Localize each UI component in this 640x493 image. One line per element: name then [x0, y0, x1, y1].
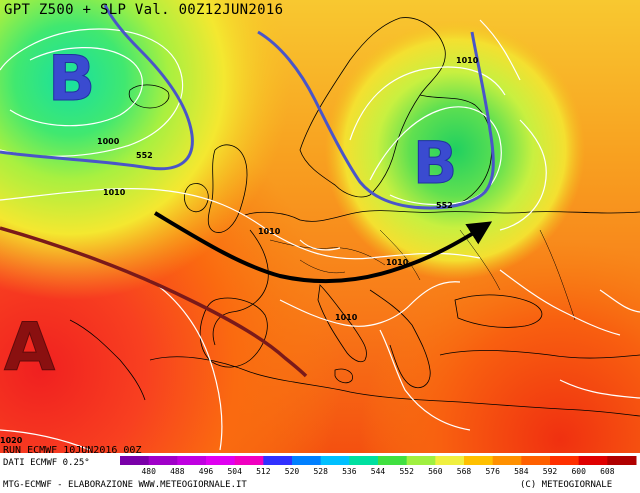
run-info: RUN ECMWF 10JUN2016 00Z [3, 445, 142, 456]
scale-swatch [521, 456, 551, 465]
scale-swatch [320, 456, 350, 465]
copyright: (C) METEOGIORNALE [520, 480, 613, 490]
scale-tick-label: 512 [256, 467, 271, 476]
scale-tick-label: 576 [485, 467, 500, 476]
scale-tick-label: 552 [399, 467, 414, 476]
scale-swatch [464, 456, 494, 465]
color-scale: 480 488 496 504 512 520 528 536 544 552 560 568 576 5… [120, 456, 637, 476]
scale-swatch [435, 456, 465, 465]
data-info: DATI ECMWF 0.25° [3, 458, 90, 468]
scale-tick-label: 568 [457, 467, 472, 476]
scale-tick-label: 520 [285, 467, 300, 476]
scale-swatch [120, 456, 150, 465]
field-low-ne [0, 0, 640, 453]
contour-label: 1010 [103, 188, 126, 197]
scale-tick-label: 488 [170, 467, 185, 476]
scale-swatch [578, 456, 608, 465]
scale-tick-label: 536 [342, 467, 357, 476]
scale-swatch [550, 456, 580, 465]
low-pressure-center-letter: B [413, 129, 457, 197]
contour-label: 1010 [335, 313, 358, 322]
scale-swatch [234, 456, 264, 465]
contour-label-group: 1010 1000 552 1010 1010 1010 552 1010 10… [0, 56, 479, 445]
contour-label: 1020 [0, 436, 23, 445]
scale-tick-label: 528 [313, 467, 328, 476]
scale-tick-label: 480 [141, 467, 156, 476]
scale-swatch [177, 456, 207, 465]
scale-swatch [206, 456, 236, 465]
scale-tick-label: 592 [543, 467, 558, 476]
isobars [0, 19, 640, 451]
scale-tick-label: 584 [514, 467, 529, 476]
scale-swatch [378, 456, 408, 465]
scale-tick-label: 544 [371, 467, 386, 476]
map-title: GPT Z500 + SLP Val. 00Z12JUN2016 [4, 2, 284, 18]
z500-552-lines [0, 4, 495, 210]
scale-tick-label: 608 [600, 467, 615, 476]
flow-arrow [153, 211, 493, 284]
scale-tick-label: 496 [199, 467, 214, 476]
ridge-axis-line [0, 226, 308, 378]
scale-swatch [148, 456, 178, 465]
contour-label: 1010 [258, 227, 281, 236]
contour-label: 1010 [456, 56, 479, 65]
contour-label: 552 [436, 201, 453, 210]
scale-swatch [406, 456, 436, 465]
scale-swatch [349, 456, 379, 465]
contour-label: 552 [136, 151, 153, 160]
low-pressure-center-letter: B [48, 42, 95, 115]
scale-swatch [607, 456, 637, 465]
credit-line: MTG-ECMWF - ELABORAZIONE WWW.METEOGIORNA… [3, 480, 247, 490]
high-pressure-center-letter: A [4, 309, 55, 386]
scale-tick-label: 560 [428, 467, 443, 476]
scale-tick-label: 600 [571, 467, 586, 476]
contour-label: 1010 [386, 258, 409, 267]
contour-label: 1000 [97, 137, 120, 146]
scale-swatch [492, 456, 522, 465]
scale-tick-label: 504 [227, 467, 242, 476]
scale-swatch [263, 456, 293, 465]
scale-swatch [292, 456, 322, 465]
